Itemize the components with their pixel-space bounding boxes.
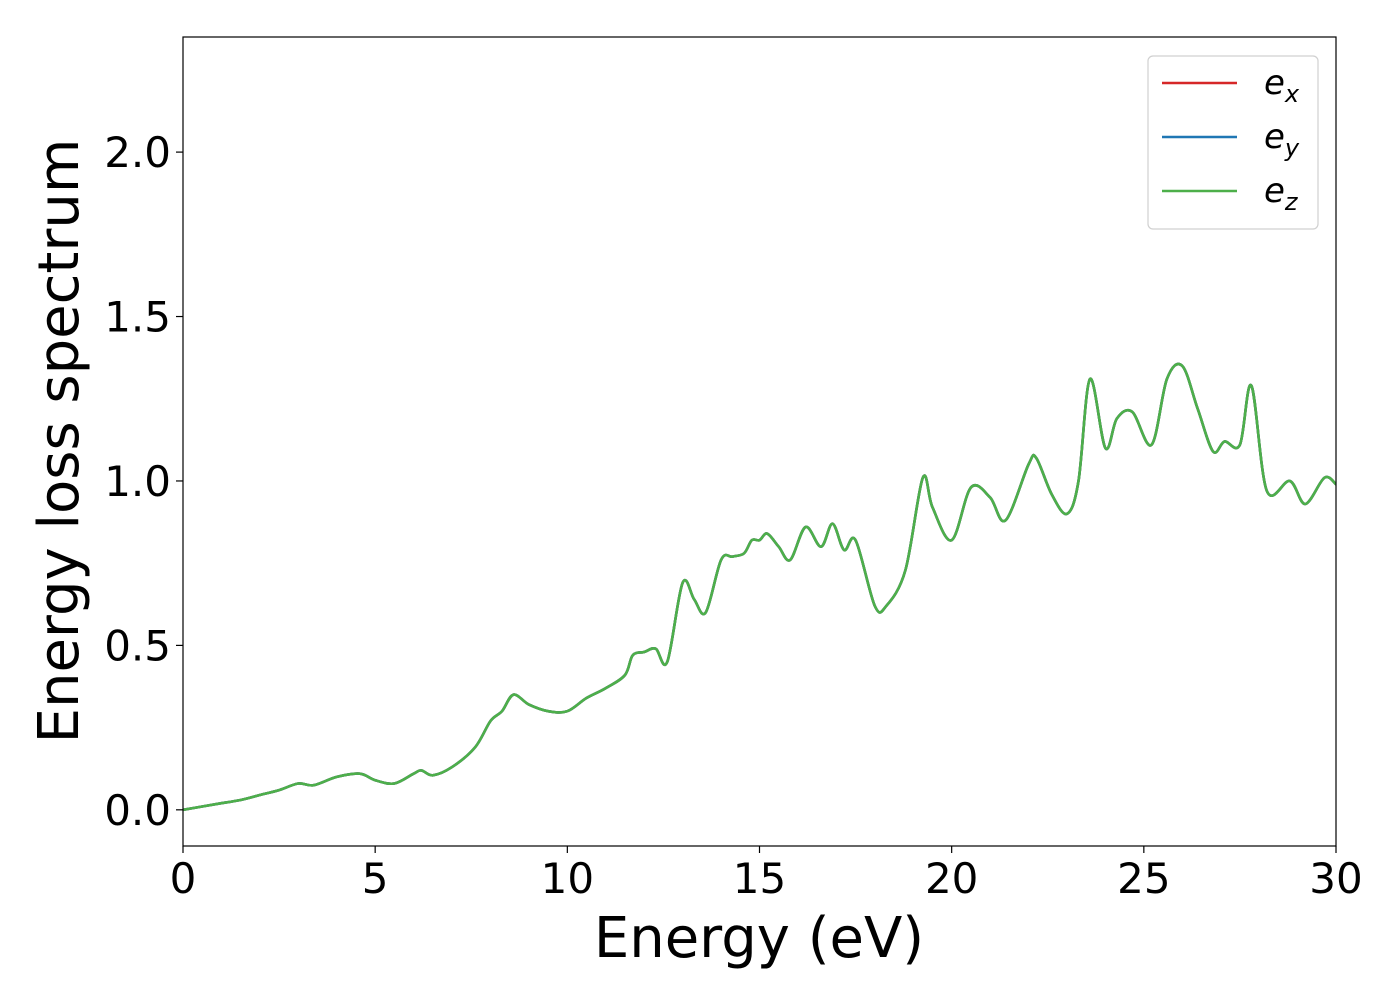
x-axis-label: Energy (eV): [594, 906, 924, 971]
y-tick-label: 1.5: [104, 293, 171, 342]
series-line-e-y: [183, 362, 1336, 812]
x-tick-label: 25: [1117, 854, 1170, 903]
y-tick-label: 2.0: [104, 128, 171, 177]
legend-label-e-z: ez: [1264, 171, 1299, 216]
x-tick-label: 15: [733, 854, 786, 903]
legend-label-e-x: ex: [1264, 63, 1300, 108]
y-axis-label: Energy loss spectrum: [27, 139, 92, 744]
y-tick-label: 0.0: [104, 786, 171, 835]
legend-label-e-y: ey: [1264, 117, 1300, 162]
y-tick-label: 0.5: [104, 621, 171, 670]
x-tick-label: 20: [925, 854, 978, 903]
x-axis-ticks: 0 5 10 15 20 25 30: [170, 846, 1363, 903]
x-tick-label: 0: [170, 854, 197, 903]
x-tick-label: 10: [541, 854, 594, 903]
x-tick-label: 30: [1309, 854, 1362, 903]
x-tick-label: 5: [362, 854, 389, 903]
y-axis-ticks: 0.0 0.5 1.0 1.5 2.0: [104, 128, 183, 835]
legend-box: [1147, 55, 1319, 230]
series-line-e-z: [183, 362, 1336, 812]
series-line-e-x: [183, 362, 1336, 812]
y-tick-label: 1.0: [104, 457, 171, 506]
legend: ex ey ez: [1147, 55, 1319, 230]
